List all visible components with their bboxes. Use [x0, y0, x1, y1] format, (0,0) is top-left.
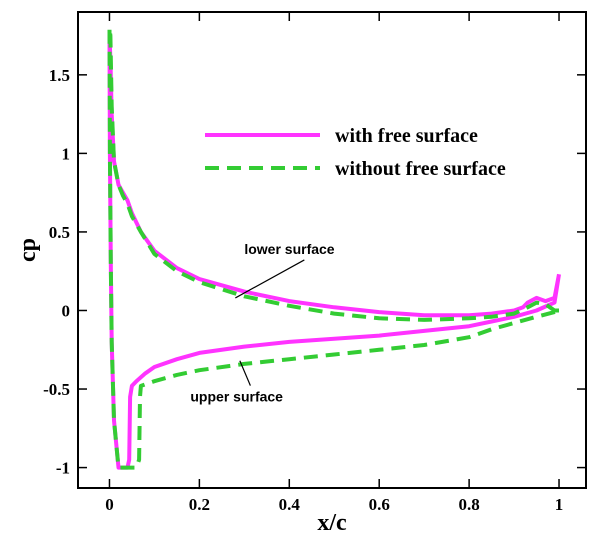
annotations: lower surface upper surface: [190, 241, 334, 405]
plot-frame: [77, 11, 587, 489]
y-tick-label: -1: [56, 459, 70, 478]
y-tick-label: 0.5: [49, 223, 70, 242]
y-ticks: -1 -0.5 0 0.5 1 1.5: [43, 66, 586, 478]
annotation-pointer: [235, 259, 305, 299]
annotation-label: lower surface: [244, 241, 334, 257]
legend: with free surface without free surface: [205, 125, 506, 180]
legend-label-without-free-surface: without free surface: [335, 158, 506, 180]
y-tick-label: -0.5: [43, 380, 70, 399]
x-tick-label: 0.8: [458, 495, 479, 514]
series-line-without-free-surface: [107, 25, 560, 470]
y-tick-label: 0: [62, 301, 71, 320]
x-tick-label: 0.4: [279, 495, 301, 514]
x-ticks: 0 0.2 0.4 0.6 0.8 1: [105, 12, 563, 514]
legend-label-with-free-surface: with free surface: [335, 125, 478, 147]
x-tick-label: 0.6: [369, 495, 390, 514]
annotation-pointer: [239, 360, 251, 386]
x-tick-label: 0: [105, 495, 114, 514]
y-tick-label: 1: [62, 144, 71, 163]
annotation-label: upper surface: [190, 389, 283, 405]
x-tick-label: 1: [555, 495, 564, 514]
y-tick-label: 1.5: [49, 66, 70, 85]
x-tick-label: 0.2: [189, 495, 210, 514]
y-axis-title: cp: [15, 238, 41, 262]
x-axis-title: x/c: [317, 510, 347, 535]
series-layer: [107, 25, 561, 470]
